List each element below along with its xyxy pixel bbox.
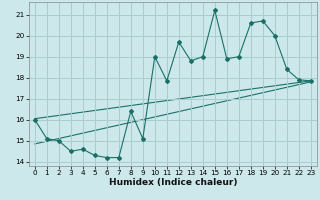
X-axis label: Humidex (Indice chaleur): Humidex (Indice chaleur) xyxy=(108,178,237,187)
